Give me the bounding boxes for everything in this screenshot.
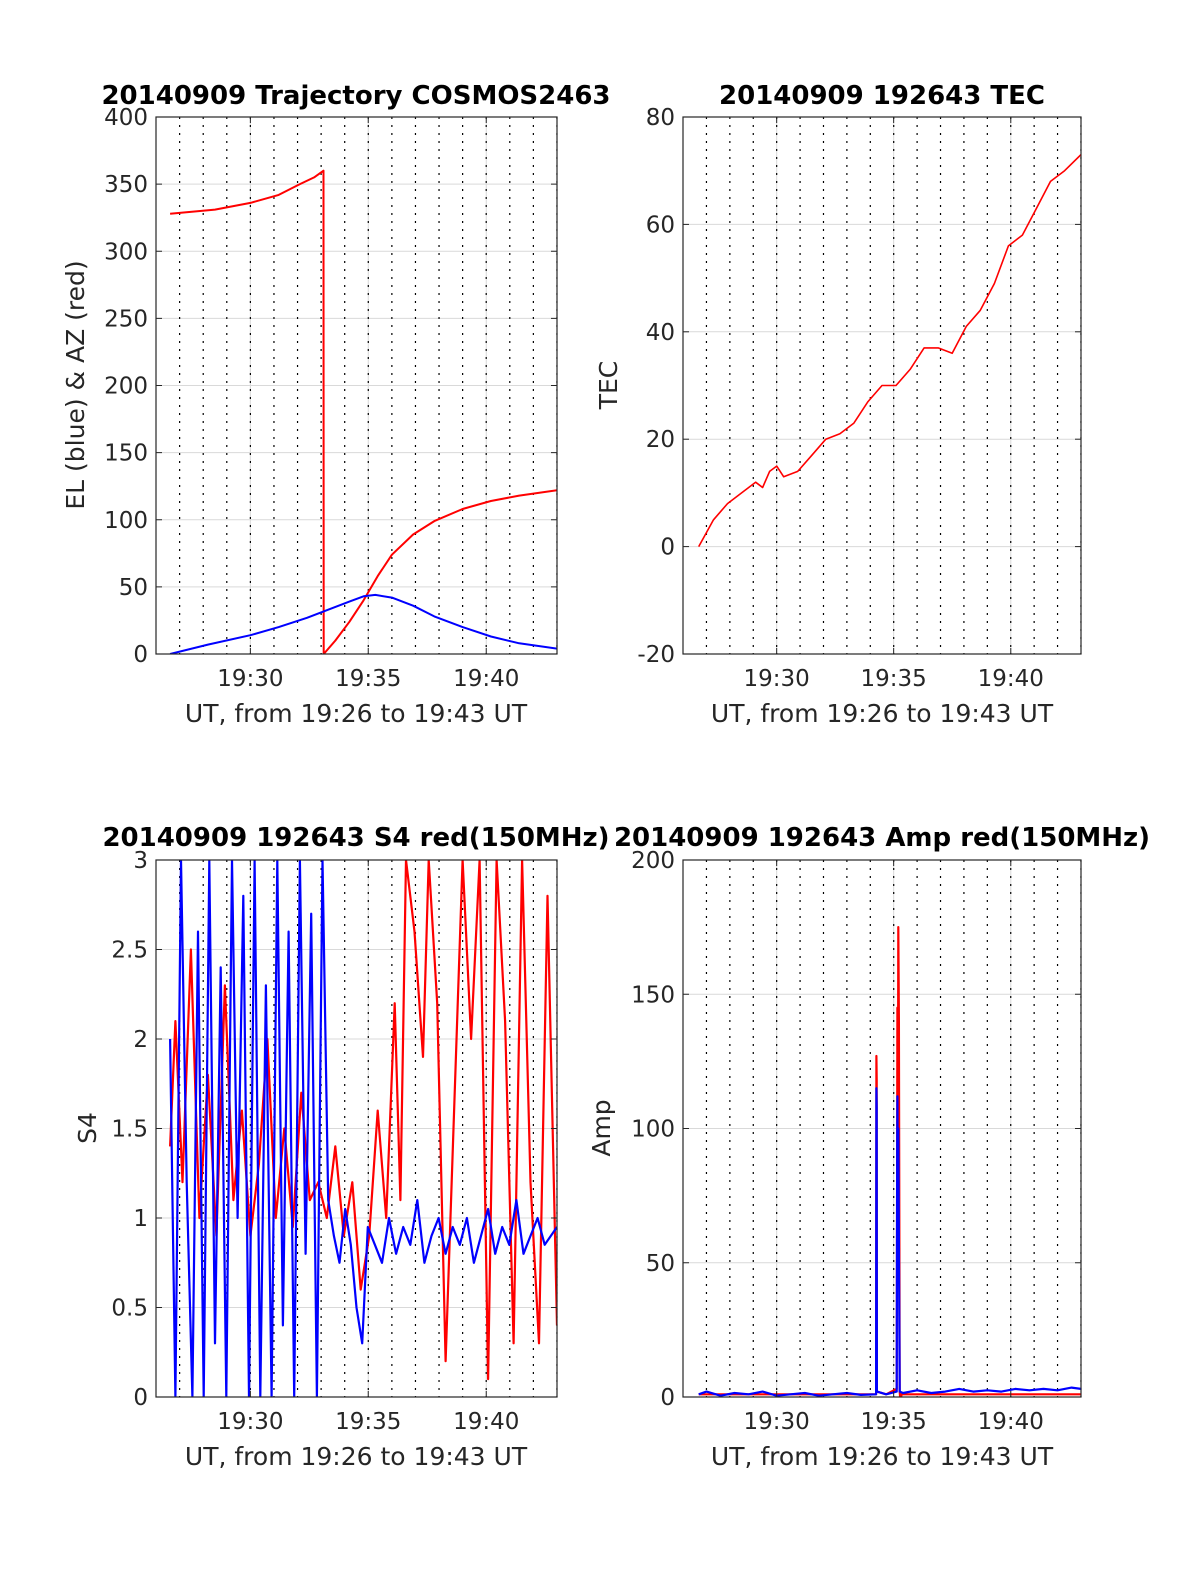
trajectory-ytick-label: 100 [104, 508, 148, 534]
tec-ytick-label: -20 [637, 642, 675, 668]
trajectory-xlabel: UT, from 19:26 to 19:43 UT [185, 699, 528, 728]
s4-xlabel: UT, from 19:26 to 19:43 UT [185, 1442, 528, 1471]
tec-ytick-label: 60 [646, 212, 675, 238]
amp-plot [698, 925, 1081, 1397]
trajectory-plot [169, 169, 557, 654]
s4-panel: 0 0.5 1 1.5 2 2.5 3 19:30 19:35 19:40 20140909 19… [73, 823, 610, 1471]
s4-ytick-label: 0 [133, 1385, 148, 1411]
tec-tec-series-line [697, 154, 1081, 547]
s4-ytick-label: 2 [133, 1027, 148, 1053]
trajectory-ytick-label: 0 [133, 642, 148, 668]
amp-xtick-label: 19:35 [861, 1409, 927, 1435]
s4-ylabel: S4 [73, 1112, 102, 1144]
tec-plot [697, 154, 1081, 547]
trajectory-ytick-label: 400 [104, 105, 148, 131]
s4-ytick-label: 3 [133, 848, 148, 874]
tec-xtick-label: 19:35 [861, 666, 927, 692]
s4-ytick-label: 2.5 [111, 938, 148, 964]
amp-ytick-label: 200 [631, 848, 675, 874]
amp-title: 20140909 192643 Amp red(150MHz) [614, 823, 1150, 853]
trajectory-ytick-label: 350 [104, 172, 148, 198]
s4-ytick-label: 0.5 [111, 1296, 148, 1322]
tec-ylabel: TEC [594, 361, 623, 411]
s4-xtick-label: 19:35 [335, 1409, 401, 1435]
amp-panel: 0 50 100 150 200 19:30 19:35 19:40 20140909 192… [587, 823, 1150, 1471]
tec-ytick-label: 20 [646, 427, 675, 453]
amp-xlabel: UT, from 19:26 to 19:43 UT [711, 1442, 1054, 1471]
amp-xtick-label: 19:40 [978, 1409, 1044, 1435]
amp-ytick-label: 0 [660, 1385, 675, 1411]
amp-ticks: 0 50 100 150 200 19:30 19:35 19:40 [631, 848, 1081, 1435]
s4-s4_blue-series-line [169, 860, 557, 1397]
s4-xtick-label: 19:30 [217, 1409, 283, 1435]
amp-xtick-label: 19:30 [744, 1409, 810, 1435]
s4-plot [169, 860, 557, 1397]
amp-ylabel: Amp [587, 1099, 616, 1156]
trajectory-xtick-label: 19:40 [453, 666, 519, 692]
tec-title: 20140909 192643 TEC [719, 81, 1045, 111]
tec-ytick-label: 80 [646, 105, 675, 131]
tec-ticks: -20 0 20 40 60 80 19:30 19:35 19:40 [637, 105, 1081, 692]
tec-ytick-label: 0 [660, 535, 675, 561]
tec-ytick-label: 40 [646, 320, 675, 346]
s4-title: 20140909 192643 S4 red(150MHz) [102, 823, 609, 853]
trajectory-el-series-line [169, 593, 557, 654]
tec-xtick-label: 19:40 [978, 666, 1044, 692]
amp-ytick-label: 150 [631, 982, 675, 1008]
s4-ticks: 0 0.5 1 1.5 2 2.5 3 19:30 19:35 19:40 [111, 848, 557, 1435]
trajectory-xtick-label: 19:30 [217, 666, 283, 692]
tec-axes-frame [682, 116, 1082, 655]
s4-s4_red-series-line [169, 860, 557, 1381]
amp-ytick-label: 100 [631, 1117, 675, 1143]
trajectory-ytick-label: 200 [104, 374, 148, 400]
trajectory-ticks: 0 50 100 150 200 250 300 350 400 19:30 19:35 19:40 [104, 105, 557, 692]
trajectory-title: 20140909 Trajectory COSMOS2463 [101, 81, 610, 111]
trajectory-xtick-label: 19:35 [335, 666, 401, 692]
trajectory-ylabel: EL (blue) & AZ (red) [61, 260, 90, 509]
trajectory-ytick-label: 300 [104, 239, 148, 265]
trajectory-ytick-label: 250 [104, 306, 148, 332]
s4-ytick-label: 1 [133, 1206, 148, 1232]
s4-ytick-label: 1.5 [111, 1117, 148, 1143]
trajectory-ytick-label: 150 [104, 441, 148, 467]
trajectory-ytick-label: 50 [119, 575, 148, 601]
tec-panel: -20 0 20 40 60 80 19:30 19:35 19:40 20140909 192… [594, 81, 1082, 728]
tec-xlabel: UT, from 19:26 to 19:43 UT [711, 699, 1054, 728]
amp-ytick-label: 50 [646, 1251, 675, 1277]
tec-xtick-label: 19:30 [744, 666, 810, 692]
trajectory-az-series-line [170, 169, 557, 654]
amp-amp_blue-series-line [698, 1087, 1081, 1397]
s4-xtick-label: 19:40 [453, 1409, 519, 1435]
